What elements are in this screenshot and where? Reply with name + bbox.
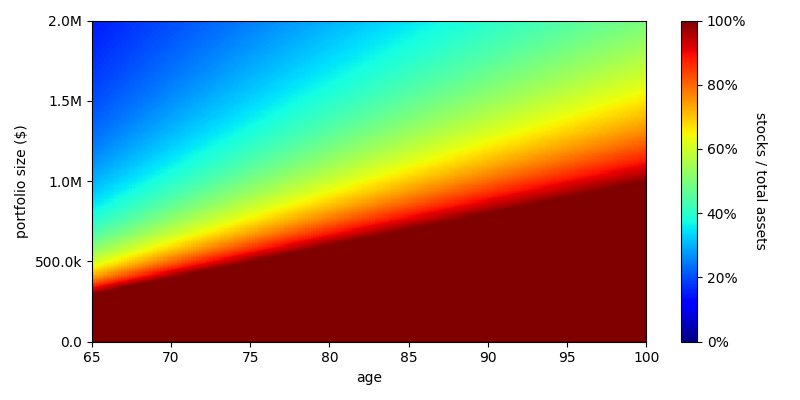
X-axis label: age: age: [356, 371, 382, 385]
Y-axis label: stocks / total assets: stocks / total assets: [753, 112, 767, 250]
Y-axis label: portfolio size ($): portfolio size ($): [15, 124, 29, 238]
